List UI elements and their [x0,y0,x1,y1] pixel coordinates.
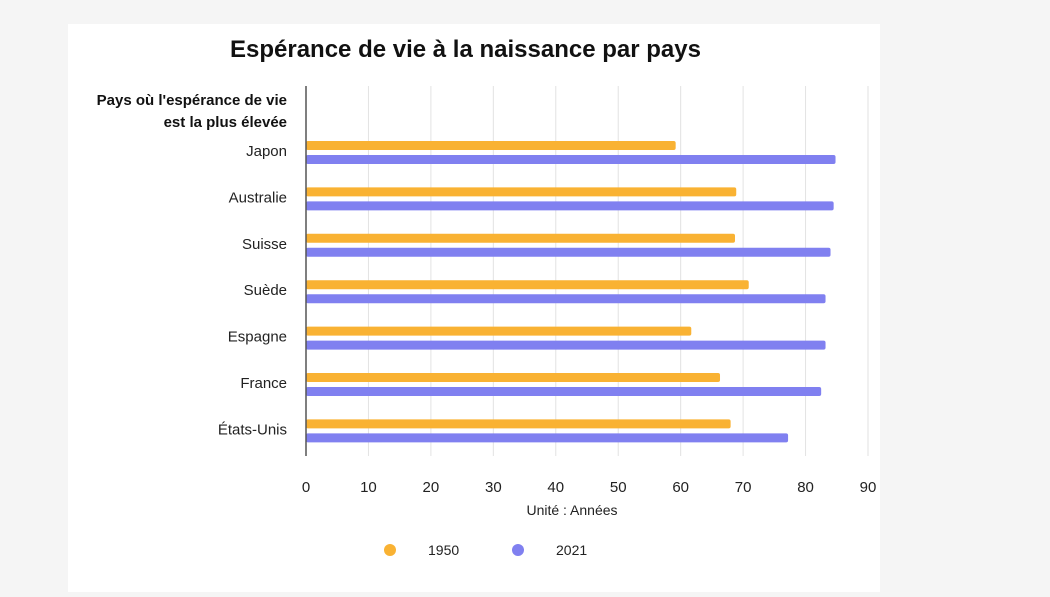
x-tick-label-50: 50 [610,479,627,496]
category-label-6: France [240,375,287,392]
x-tick-label-70: 70 [735,479,752,496]
legend-label-1950: 1950 [428,542,460,558]
bar-1950-Japon [306,141,676,150]
chart-title: Espérance de vie à la naissance par pays [230,36,701,63]
y-axis-header-line-2: est la plus élevée [163,114,287,131]
bar-1950-Suède [306,280,749,290]
legend-item-2021[interactable]: 2021 [512,542,587,558]
x-tick-label-80: 80 [797,479,814,496]
category-label-3: Suisse [242,236,287,253]
legend-marker-2021 [512,544,524,556]
bar-2021-Japon [306,155,836,164]
x-tick-label-40: 40 [547,479,564,496]
bar-2021-Suisse [306,247,831,257]
bar-2021-France [306,387,822,396]
bar-2021-Australie [306,201,834,211]
x-tick-label-0: 0 [302,479,310,496]
y-axis-header: Pays où l'espérance de vie est la plus é… [80,90,287,134]
bar-1950-France [306,373,721,382]
bar-2021-États-Unis [306,433,789,443]
legend-label-2021: 2021 [556,542,588,558]
bar-1950-États-Unis [306,419,731,429]
x-tick-label-90: 90 [860,479,877,496]
bar-2021-Suède [306,294,826,304]
bar-1950-Australie [306,187,737,197]
category-label-1: Japon [246,143,287,160]
bar-1950-Espagne [306,326,692,336]
category-label-2: Australie [229,189,287,206]
chart-card: Espérance de vie à la naissance par pays… [68,24,880,592]
legend-item-1950[interactable]: 1950 [384,542,459,558]
category-label-7: États-Unis [218,421,287,438]
x-tick-label-20: 20 [423,479,440,496]
y-axis-header-line-1: Pays où l'espérance de vie [96,92,287,109]
bar-1950-Suisse [306,233,735,243]
legend-marker-1950 [384,544,396,556]
legend: 1950 2021 [68,542,880,562]
x-tick-label-30: 30 [485,479,502,496]
category-label-5: Espagne [228,329,287,346]
category-label-4: Suède [244,282,287,299]
x-axis-title: Unité : Années [526,502,617,518]
x-tick-label-10: 10 [360,479,377,496]
bar-chart: Japon Australie Suisse Suède Espagne France Ét… [218,86,877,518]
bar-2021-Espagne [306,340,826,350]
x-tick-label-60: 60 [672,479,689,496]
